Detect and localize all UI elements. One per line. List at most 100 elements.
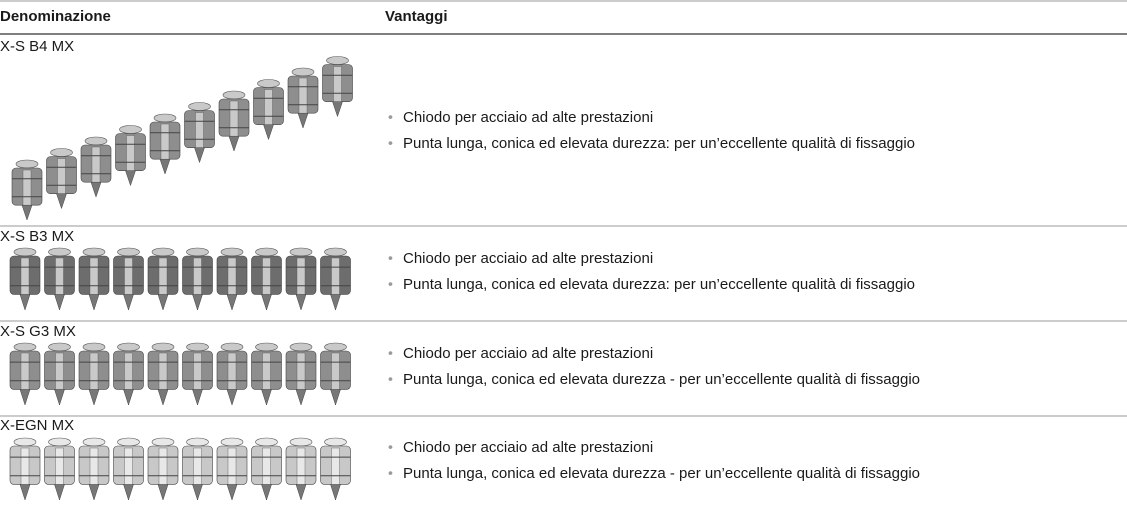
- nail-shank: [89, 352, 99, 391]
- nail-head: [188, 102, 211, 111]
- advantage-text: Punta lunga, conica ed elevata durezza -…: [403, 371, 920, 388]
- nail-tip: [54, 484, 65, 501]
- nail-tip: [226, 389, 238, 406]
- nail-head: [117, 247, 140, 257]
- nail-head: [326, 56, 349, 65]
- nail-head: [222, 90, 246, 100]
- bullet: •: [388, 250, 393, 266]
- nail-tip: [56, 193, 67, 210]
- product-name: X-S G3 MX: [0, 323, 76, 340]
- nail-tip: [194, 147, 205, 164]
- nail-tip: [54, 294, 65, 311]
- nail-shank: [124, 447, 133, 486]
- nail-shank: [20, 257, 30, 296]
- nail-tip: [297, 112, 309, 129]
- nail-tip: [88, 389, 100, 406]
- nail-head: [82, 437, 106, 447]
- nail-tip: [261, 294, 272, 311]
- nail-head: [48, 342, 71, 352]
- bullet: •: [388, 439, 393, 455]
- nail-head: [151, 342, 175, 352]
- nail-tip: [295, 484, 307, 501]
- column-header: Vantaggi: [385, 8, 448, 25]
- column-header: Denominazione: [0, 8, 111, 25]
- nail-tip: [192, 484, 203, 501]
- nail-tip: [157, 389, 169, 406]
- advantage-text: Punta lunga, conica ed elevata durezza -…: [403, 465, 920, 482]
- nail-shank: [193, 447, 202, 486]
- nail-tip: [228, 135, 240, 152]
- nail-head: [186, 342, 209, 352]
- nail-head: [186, 247, 209, 257]
- nail-head: [186, 437, 209, 447]
- nail-tip: [157, 294, 169, 311]
- nail-head: [84, 136, 108, 146]
- nail-tip: [330, 484, 341, 501]
- nail-tip: [261, 389, 272, 406]
- nail-head: [13, 247, 37, 257]
- nail-shank: [296, 447, 306, 486]
- nail-head: [255, 247, 278, 257]
- nail-tip: [330, 389, 341, 406]
- nail-shank: [22, 169, 32, 207]
- advantage-text: Punta lunga, conica ed elevata durezza: …: [403, 135, 915, 152]
- nail-shank: [227, 447, 237, 486]
- product-name: X-EGN MX: [0, 417, 74, 434]
- nail-tip: [19, 484, 31, 501]
- nail-head: [151, 247, 175, 257]
- nail-shank: [158, 257, 168, 296]
- nail-shank: [55, 447, 64, 486]
- nail-shank: [296, 352, 306, 391]
- table-row: X-EGN MX • Chiodo per acciaio ad alte pres…: [0, 415, 1127, 501]
- nail-shank: [158, 447, 168, 486]
- nail-tip: [54, 389, 65, 406]
- nail-shank: [262, 352, 271, 391]
- table-row: X-S B3 MX • Chiodo per acciaio ad alte pre…: [0, 225, 1127, 311]
- nail-shank: [89, 447, 99, 486]
- nail-shank: [298, 77, 308, 115]
- nail-shank: [193, 352, 202, 391]
- advantage-text: Chiodo per acciaio ad alte prestazioni: [403, 345, 653, 362]
- nail-head: [220, 437, 244, 447]
- nail-shank: [55, 257, 64, 296]
- bullet: •: [388, 135, 393, 151]
- nail-head: [324, 342, 347, 352]
- nail-shank: [124, 257, 133, 296]
- nail-head: [117, 437, 140, 447]
- nail-tip: [261, 484, 272, 501]
- nail-tip: [192, 389, 203, 406]
- nail-tip: [330, 294, 341, 311]
- nail-tip: [90, 181, 102, 198]
- nail-shank: [55, 352, 64, 391]
- nail-head: [153, 113, 177, 123]
- nail-shank: [227, 352, 237, 391]
- nail-shank: [193, 257, 202, 296]
- table-row: X-S B4 MX • Chiodo per acciaio ad alte pre…: [0, 38, 915, 221]
- nail-tip: [88, 294, 100, 311]
- nail-shank: [262, 257, 271, 296]
- nail-shank: [229, 100, 239, 138]
- nail-shank: [296, 257, 306, 296]
- nail-head: [255, 342, 278, 352]
- product-image: [9, 342, 351, 406]
- advantage-text: Punta lunga, conica ed elevata durezza: …: [403, 276, 915, 293]
- nail-head: [13, 437, 37, 447]
- nail-head: [324, 437, 347, 447]
- product-name: X-S B3 MX: [0, 228, 74, 245]
- nail-shank: [57, 158, 66, 195]
- product-image: [11, 56, 353, 221]
- nail-shank: [331, 352, 340, 391]
- nail-tip: [123, 389, 134, 406]
- product-image: [9, 437, 351, 501]
- nail-shank: [158, 352, 168, 391]
- nail-head: [82, 247, 106, 257]
- bullet: •: [388, 345, 393, 361]
- nail-shank: [195, 112, 204, 149]
- nail-head: [289, 247, 313, 257]
- nail-head: [289, 437, 313, 447]
- nail-head: [220, 247, 244, 257]
- nail-head: [119, 125, 142, 134]
- nail-tip: [192, 294, 203, 311]
- nail-shank: [227, 257, 237, 296]
